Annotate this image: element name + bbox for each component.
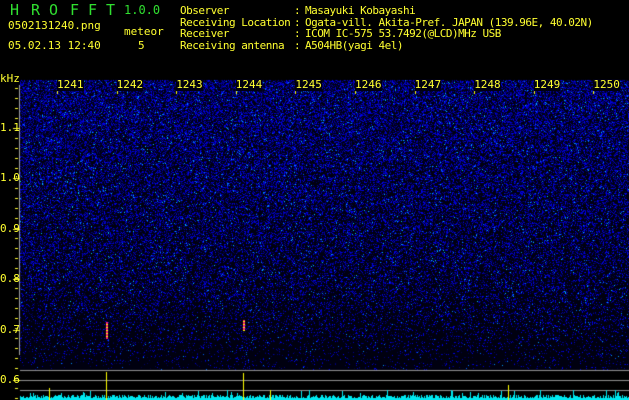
time-label: 1248 [474, 78, 501, 91]
info-colon: : [294, 38, 301, 52]
freq-label: 1.0 [0, 171, 20, 185]
info-label: Receiving Location [180, 15, 291, 29]
info-colon: : [294, 4, 301, 17]
meteor-label: meteor [124, 25, 164, 38]
time-label: 1250 [593, 78, 620, 91]
logo-letter: F [70, 1, 80, 19]
info-value: ICOM IC-575 53.7492(@LCD)MHz USB [305, 27, 501, 40]
logo-letter: R [31, 1, 41, 19]
logo-letter: O [49, 1, 59, 19]
time-label: 1242 [116, 78, 144, 91]
time-label: 1249 [533, 78, 561, 91]
info-label: Receiving antenna [180, 38, 285, 52]
time-label: 1241 [57, 78, 84, 91]
time-label: 1247 [414, 78, 442, 91]
info-label: Observer [180, 4, 229, 17]
info-label: Receiver [180, 27, 229, 40]
info-value: Masayuki Kobayashi [305, 4, 416, 17]
logo-letter: H [10, 1, 20, 19]
app-version: 1.0.0 [124, 3, 161, 17]
file-name: 0502131240.png [8, 19, 101, 32]
time-label: 1243 [176, 78, 203, 91]
time-label: 1246 [355, 78, 382, 91]
info-value: A504HB(yagi 4el) [305, 38, 403, 52]
info-colon: : [294, 15, 301, 29]
freq-label: 0.6 [0, 373, 20, 386]
file-datetime: 05.02.13 12:40 [8, 39, 101, 52]
freq-label: 0.9 [0, 221, 20, 235]
logo-letter: F [88, 1, 98, 19]
time-label: 1244 [235, 78, 263, 91]
freq-label: 0.7 [0, 322, 20, 336]
freq-label: 0.8 [0, 272, 20, 286]
axis-unit: kHz [0, 72, 20, 85]
freq-label: 1.1 [0, 121, 20, 134]
logo-letter: T [106, 1, 116, 19]
info-colon: : [294, 27, 301, 40]
time-label: 1245 [295, 78, 322, 91]
info-value: Ogata-vill. Akita-Pref. JAPAN (139.96E, … [305, 15, 593, 29]
meteor-count: 5 [138, 39, 145, 52]
